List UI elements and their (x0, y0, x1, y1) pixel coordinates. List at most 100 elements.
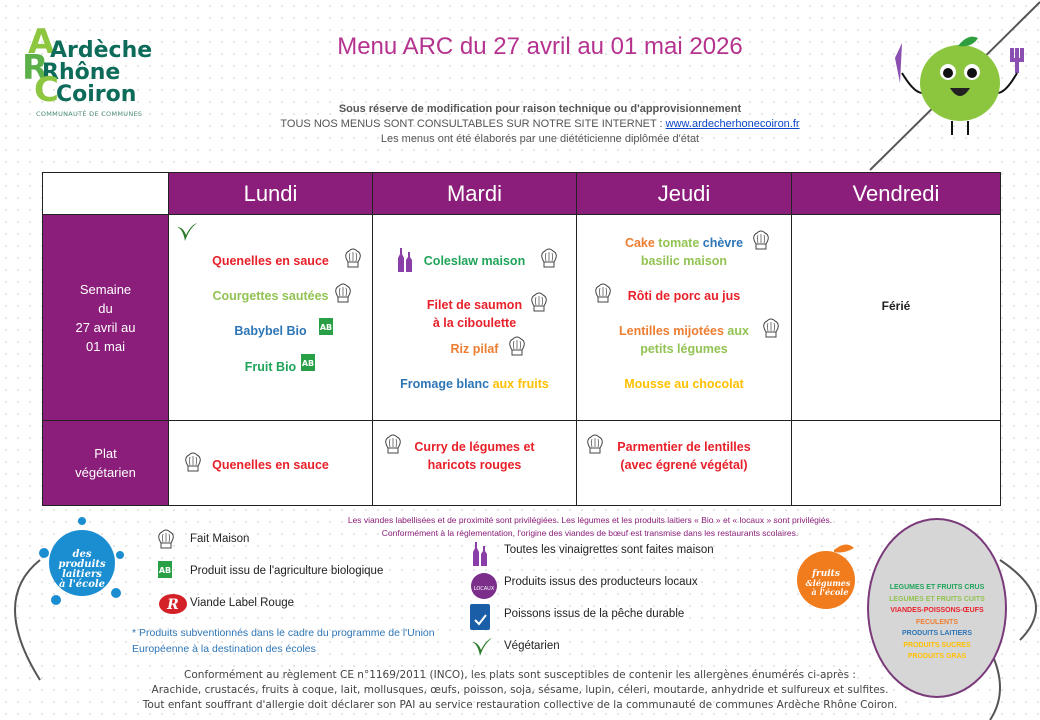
menu-item: Mousse au chocolat (577, 375, 791, 393)
menu-item: Riz pilaf (373, 336, 576, 358)
footer-line2: Arachide, crustacés, fruits à coque, lai… (151, 684, 889, 696)
row-label-line: végétarien (75, 465, 136, 480)
menu-row-vegetarian: Plat végétarien Quenelles en sauce Curry … (42, 420, 1001, 506)
website-link[interactable]: www.ardecherhonecoiron.fr (665, 118, 800, 130)
menu-item-text: Mousse au chocolat (624, 377, 744, 391)
svg-text:à l'école: à l'école (59, 579, 105, 590)
menu-item: Parmentier de lentilles (avec égrené vég… (577, 434, 791, 474)
day-header-lundi: Lundi (168, 172, 373, 215)
organic-ab-icon: AB (301, 354, 315, 376)
menu-item-text: Parmentier de lentilles (avec égrené vég… (617, 440, 751, 472)
menu-item-text: Quenelles en sauce (212, 458, 329, 472)
menu-item: Quenelles en sauce (169, 248, 372, 270)
menu-item: Filet de saumon à la ciboulette (373, 292, 576, 332)
footer-line3: Tout enfant souffrant d'allergie doit dé… (142, 699, 898, 711)
menu-item-text: Cake (624, 236, 659, 250)
cell-jeudi-veg: Parmentier de lentilles (avec égrené vég… (576, 420, 792, 506)
menu-item-text: aux fruits (492, 377, 549, 391)
chef-hat-icon (531, 292, 547, 319)
menu-item: Rôti de porc au jus (577, 283, 791, 305)
menu-item: Lentilles mijotées aux petits légumes (577, 318, 791, 358)
notes: Sous réserve de modification pour raison… (240, 102, 840, 147)
logo-subtitle: COMMUNAUTÉ DE COMMUNES (36, 110, 143, 118)
svg-text:LOCAUX: LOCAUX (474, 586, 495, 592)
chef-hat-icon (185, 452, 201, 479)
menu-item: Fromage blanc aux fruits (373, 375, 576, 393)
svg-text:&légumes: &légumes (806, 578, 851, 588)
menu-item-text: tomate (658, 236, 703, 250)
food-groups-oval: LEGUMES ET FRUITS CRUS LEGUMES ET FRUITS … (867, 518, 1007, 698)
chef-hat-icon (345, 248, 361, 275)
menu-item-text: Lentilles mijotées (619, 324, 728, 338)
row-label-line: Semaine (79, 281, 132, 297)
menu-item-text: Rôti de porc au jus (627, 289, 741, 303)
row-label-line: Plat (94, 446, 117, 461)
chef-hat-icon (509, 336, 525, 363)
cell-jeudi: Cake tomate chèvre basilic maison Rôti de… (576, 214, 792, 421)
label-rouge-icon: R (158, 593, 188, 619)
menu-row-week: Semaine du 27 avril au 01 mai Quenelles en … (42, 214, 1001, 421)
row-label-vegetarian: Plat végétarien (42, 420, 169, 506)
cell-lundi-veg: Quenelles en sauce (168, 420, 373, 506)
legend-label: Fait Maison (190, 533, 250, 545)
apple-mascot-icon (895, 36, 1024, 135)
food-group-label: PRODUITS LAITIERS (901, 630, 972, 637)
logo-line1: Ardèche (50, 38, 153, 63)
legend-label: Végétarien (504, 640, 560, 652)
cell-vendredi-veg (791, 420, 1001, 506)
day-header-mardi: Mardi (372, 172, 577, 215)
menu-item: Cake tomate chèvre basilic maison (577, 230, 791, 270)
menu-item-text: Riz pilaf (450, 342, 499, 356)
svg-text:des: des (73, 549, 92, 560)
menu-table: Lundi Mardi Jeudi Vendredi Semaine du 27 a… (42, 172, 1001, 506)
row-label-line: du (98, 300, 113, 316)
svg-text:AB: AB (159, 566, 171, 575)
menu-item-text: Courgettes sautées (212, 289, 329, 303)
svg-text:fruits: fruits (811, 569, 840, 579)
food-group-label: VIANDES-POISSONS-ŒUFS (890, 607, 984, 614)
legend-label: Produits issus des producteurs locaux (504, 576, 698, 588)
svg-text:AB: AB (320, 323, 332, 332)
menu-item-text: Quenelles en sauce (212, 254, 329, 268)
logo-ardeche-rhone-coiron: A Ardèche R Rhône C Coiron COMMUNAUTÉ DE… (22, 22, 153, 118)
cell-vendredi: Férié (791, 214, 1001, 421)
info-line2: Conformément à la réglementation, l'orig… (381, 528, 799, 538)
menu-item-text: Fruit Bio (244, 360, 297, 374)
note-disclaimer: Sous réserve de modification pour raison… (338, 103, 742, 115)
info-line1: Les viandes labellisées et de proximité … (347, 515, 833, 525)
menu-item: Férié (792, 297, 1000, 315)
svg-text:produits: produits (58, 559, 106, 570)
vegetarian-icon (175, 221, 199, 243)
fruits-vegetables-at-school-logo: fruits &légumes à l'école (797, 544, 855, 609)
chef-hat-icon (335, 283, 351, 310)
chef-hat-icon (587, 434, 603, 461)
note-dietitian: Les menus ont été élaborés par une diété… (380, 133, 700, 145)
menu-item-text: chèvre (702, 236, 744, 250)
note-website-label: TOUS NOS MENUS SONT CONSULTABLES SUR NOT… (280, 118, 666, 130)
menu-item-text: basilic maison (640, 254, 728, 268)
food-group-label: LEGUMES ET FRUITS CRUS (889, 584, 985, 591)
menu-item: Courgettes sautées (169, 283, 372, 305)
svg-text:laitiers: laitiers (62, 569, 102, 580)
legend-label: Viande Label Rouge (190, 597, 295, 609)
menu-item: Fruit Bio AB (169, 354, 372, 376)
chef-hat-icon (158, 529, 174, 555)
vegetarian-icon (470, 636, 494, 662)
food-group-label: PRODUITS SUCRES (903, 641, 971, 649)
svg-text:à l'école: à l'école (812, 587, 849, 597)
allergen-footer: Conformément au règlement CE n°1169/2011… (110, 668, 930, 713)
organic-ab-icon: AB (319, 318, 333, 340)
logo-line3: Coiron (56, 82, 137, 107)
eu-note: * Produits subventionnés dans le cadre d… (132, 627, 435, 655)
menu-item-text: Filet de saumon à la ciboulette (426, 298, 523, 330)
header-corner (42, 172, 169, 215)
day-header-jeudi: Jeudi (576, 172, 792, 215)
cell-lundi: Quenelles en sauce Courgettes sautées Baby… (168, 214, 373, 421)
food-group-label: PRODUITS GRAS (907, 653, 967, 660)
menu-item-text: Babybel Bio (234, 324, 307, 338)
day-header-vendredi: Vendredi (791, 172, 1001, 215)
row-label-line: 27 avril au (75, 319, 136, 335)
menu-item: Coleslaw maison (373, 248, 576, 272)
msc-fish-icon (470, 604, 490, 634)
food-group-label: LEGUMES ET FRUITS CUITS (889, 595, 985, 603)
